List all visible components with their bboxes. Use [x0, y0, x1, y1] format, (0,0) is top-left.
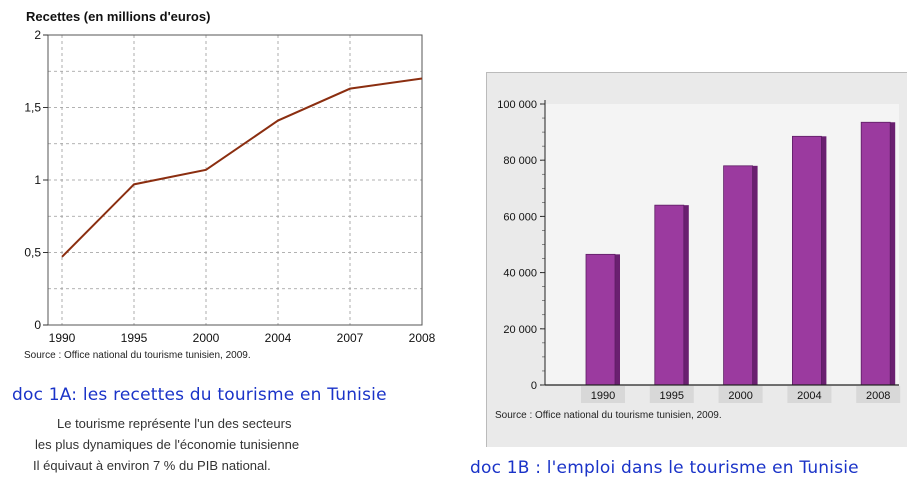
chart-panel-recettes: Recettes (en millions d'euros) 0 0,5 1 1,5 2 1…: [0, 0, 444, 488]
bar-2008: [860, 121, 891, 386]
bar-shade: [821, 136, 827, 385]
chart-a-source: Source : Office national du tourisme tun…: [24, 350, 251, 361]
doc-1a-text-line-1: Le tourisme représente l'un des secteurs: [57, 416, 292, 431]
x-tick-label: 2004: [265, 331, 292, 345]
x-tick-label: 1995: [121, 331, 148, 345]
line-chart-recettes: Recettes (en millions d'euros) 0 0,5 1 1,5 2 1…: [24, 9, 436, 345]
x-tick-label: 2004: [797, 390, 821, 402]
y-tick-label: 1,5: [24, 101, 41, 115]
y-tick-label: 0: [531, 380, 537, 392]
y-tick-label: 20 000: [503, 324, 537, 336]
x-tick-label: 2000: [193, 331, 220, 345]
x-label-box: [581, 386, 625, 403]
bar-shade: [890, 122, 896, 385]
chart-panel-emploi: 0 20 000 40 000 60 000 80 000 100 000 1990 1995…: [486, 72, 907, 447]
x-tick-label: 2008: [409, 331, 436, 345]
y-tick-label: 2: [34, 28, 41, 42]
chart-b-source: Source : Office national du tourisme tun…: [495, 410, 722, 421]
x-label-box: [787, 386, 832, 403]
bar-chart-emploi: 0 20 000 40 000 60 000 80 000 100 000 1990 1995…: [497, 99, 901, 403]
x-tick-label: 2008: [866, 390, 890, 402]
bar-shade: [615, 254, 620, 385]
x-tick-label: 1990: [591, 390, 615, 402]
doc-1b-caption: doc 1B : l'emploi dans le tourisme en Tu…: [470, 458, 859, 478]
bar-shade: [752, 165, 758, 385]
y-tick-label: 1: [34, 173, 41, 187]
doc-1a-text-line-2: les plus dynamiques de l'économie tunisi…: [35, 437, 300, 452]
x-tick-label: 1990: [49, 331, 76, 345]
y-tick-label: 0,5: [24, 246, 41, 260]
y-tick-label: 40 000: [503, 268, 537, 280]
bar-2000: [723, 165, 754, 386]
doc-1a-text-line-3: Il équivaut à environ 7 % du PIB nationa…: [33, 458, 271, 473]
y-tick-label: 60 000: [503, 211, 537, 223]
x-tick-label: 1995: [660, 390, 684, 402]
bar-1995: [654, 204, 685, 386]
x-tick-label: 2007: [337, 331, 364, 345]
x-label-box: [649, 386, 694, 403]
x-tick-label: 2000: [728, 390, 752, 402]
x-label-box: [718, 386, 763, 403]
bar-2004: [791, 135, 822, 386]
y-tick-label: 80 000: [503, 155, 537, 167]
y-tick-label: 100 000: [497, 99, 537, 111]
doc-1a-caption: doc 1A: les recettes du tourisme en Tuni…: [12, 385, 387, 405]
bar-shade: [683, 205, 689, 385]
x-label-box: [856, 386, 901, 403]
y-tick-label: 0: [34, 318, 41, 332]
chart-a-title: Recettes (en millions d'euros): [26, 9, 210, 24]
series-line-recettes: [61, 77, 423, 258]
bar-1990: [585, 253, 616, 386]
